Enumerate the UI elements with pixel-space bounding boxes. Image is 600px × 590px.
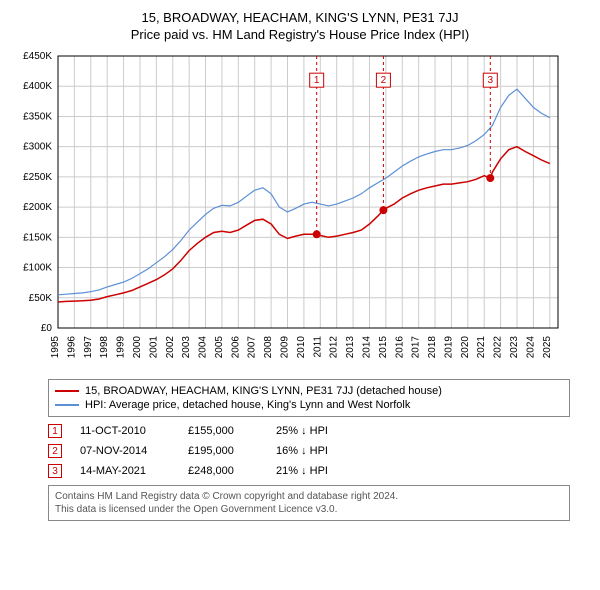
footer-attribution: Contains HM Land Registry data © Crown c… bbox=[48, 485, 570, 521]
sale-delta: 21% ↓ HPI bbox=[276, 465, 366, 477]
legend-swatch bbox=[55, 404, 79, 406]
price-chart: £0 £50K £100K £150K £200K £250K £300K £350K £400… bbox=[10, 48, 570, 368]
chart-area: £0 £50K £100K £150K £200K £250K £300K £350K £400… bbox=[10, 48, 590, 373]
footer-line-1: Contains HM Land Registry data © Crown c… bbox=[55, 490, 563, 503]
svg-text:2001: 2001 bbox=[148, 336, 159, 359]
sales-row: 1 11-OCT-2010 £155,000 25% ↓ HPI bbox=[48, 421, 570, 441]
footer-line-2: This data is licensed under the Open Gov… bbox=[55, 503, 563, 516]
legend-label: HPI: Average price, detached house, King… bbox=[85, 399, 410, 411]
svg-text:2008: 2008 bbox=[263, 336, 274, 359]
svg-text:1996: 1996 bbox=[66, 336, 77, 359]
svg-text:2004: 2004 bbox=[198, 336, 209, 359]
sale-price: £248,000 bbox=[188, 465, 258, 477]
svg-text:2000: 2000 bbox=[132, 336, 143, 359]
svg-text:2025: 2025 bbox=[542, 336, 553, 359]
svg-text:2016: 2016 bbox=[394, 336, 405, 359]
svg-text:£350K: £350K bbox=[23, 111, 52, 122]
svg-text:£250K: £250K bbox=[23, 172, 52, 183]
sale-delta: 25% ↓ HPI bbox=[276, 425, 366, 437]
svg-text:2011: 2011 bbox=[312, 336, 323, 358]
sale-date: 14-MAY-2021 bbox=[80, 465, 170, 477]
svg-text:2020: 2020 bbox=[460, 336, 471, 359]
svg-text:2018: 2018 bbox=[427, 336, 438, 359]
svg-text:3: 3 bbox=[488, 75, 494, 86]
svg-text:£150K: £150K bbox=[23, 232, 52, 243]
svg-text:2017: 2017 bbox=[411, 336, 422, 359]
legend-row: 15, BROADWAY, HEACHAM, KING'S LYNN, PE31… bbox=[55, 384, 563, 398]
svg-text:2023: 2023 bbox=[509, 336, 520, 359]
svg-text:2010: 2010 bbox=[296, 336, 307, 359]
legend-label: 15, BROADWAY, HEACHAM, KING'S LYNN, PE31… bbox=[85, 385, 442, 397]
svg-text:2019: 2019 bbox=[443, 336, 454, 359]
legend-row: HPI: Average price, detached house, King… bbox=[55, 398, 563, 412]
sale-delta: 16% ↓ HPI bbox=[276, 445, 366, 457]
legend-swatch bbox=[55, 390, 79, 392]
svg-text:2021: 2021 bbox=[476, 336, 487, 359]
svg-text:2: 2 bbox=[381, 75, 387, 86]
svg-text:2006: 2006 bbox=[230, 336, 241, 359]
sale-price: £155,000 bbox=[188, 425, 258, 437]
sale-date: 11-OCT-2010 bbox=[80, 425, 170, 437]
svg-text:2014: 2014 bbox=[361, 336, 372, 359]
svg-text:2022: 2022 bbox=[493, 336, 504, 359]
sale-marker-box: 3 bbox=[48, 464, 62, 478]
sale-date: 07-NOV-2014 bbox=[80, 445, 170, 457]
sale-marker-box: 2 bbox=[48, 444, 62, 458]
svg-text:2015: 2015 bbox=[378, 336, 389, 359]
svg-text:2007: 2007 bbox=[247, 336, 258, 359]
sales-row: 2 07-NOV-2014 £195,000 16% ↓ HPI bbox=[48, 441, 570, 461]
svg-text:2009: 2009 bbox=[280, 336, 291, 359]
svg-text:1997: 1997 bbox=[83, 336, 94, 359]
legend: 15, BROADWAY, HEACHAM, KING'S LYNN, PE31… bbox=[48, 379, 570, 417]
svg-text:1999: 1999 bbox=[116, 336, 127, 359]
chart-container: 15, BROADWAY, HEACHAM, KING'S LYNN, PE31… bbox=[0, 0, 600, 533]
svg-text:2013: 2013 bbox=[345, 336, 356, 359]
svg-text:£400K: £400K bbox=[23, 81, 52, 92]
svg-text:2024: 2024 bbox=[525, 336, 536, 359]
svg-text:2002: 2002 bbox=[165, 336, 176, 359]
svg-text:1998: 1998 bbox=[99, 336, 110, 359]
svg-text:£50K: £50K bbox=[29, 293, 53, 304]
svg-text:2003: 2003 bbox=[181, 336, 192, 359]
svg-text:£0: £0 bbox=[41, 323, 53, 334]
sales-row: 3 14-MAY-2021 £248,000 21% ↓ HPI bbox=[48, 461, 570, 481]
title-address: 15, BROADWAY, HEACHAM, KING'S LYNN, PE31… bbox=[10, 10, 590, 25]
title-subtitle: Price paid vs. HM Land Registry's House … bbox=[10, 27, 590, 42]
svg-text:£450K: £450K bbox=[23, 51, 52, 62]
svg-text:£300K: £300K bbox=[23, 142, 52, 153]
svg-text:1995: 1995 bbox=[50, 336, 61, 359]
sale-price: £195,000 bbox=[188, 445, 258, 457]
svg-text:£200K: £200K bbox=[23, 202, 52, 213]
svg-text:1: 1 bbox=[314, 75, 320, 86]
svg-text:2005: 2005 bbox=[214, 336, 225, 359]
svg-text:£100K: £100K bbox=[23, 263, 52, 274]
svg-text:2012: 2012 bbox=[329, 336, 340, 359]
sales-table: 1 11-OCT-2010 £155,000 25% ↓ HPI 2 07-NOV-201… bbox=[48, 421, 570, 481]
sale-marker-box: 1 bbox=[48, 424, 62, 438]
